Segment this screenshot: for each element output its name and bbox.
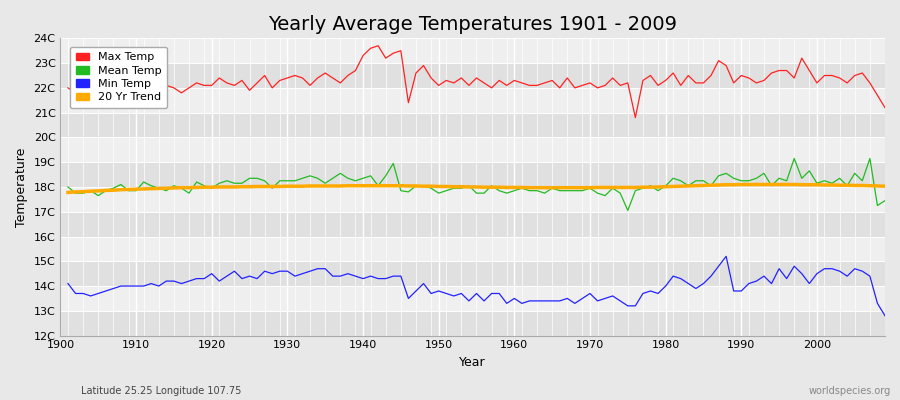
- Bar: [60, 113, 885, 138]
- Bar: [60, 212, 885, 236]
- Bar: [60, 236, 885, 261]
- Bar: [60, 138, 885, 162]
- Bar: [60, 63, 885, 88]
- Legend: Max Temp, Mean Temp, Min Temp, 20 Yr Trend: Max Temp, Mean Temp, Min Temp, 20 Yr Tre…: [70, 47, 167, 108]
- Bar: [60, 187, 885, 212]
- Bar: [60, 38, 885, 63]
- X-axis label: Year: Year: [459, 356, 486, 369]
- Bar: [60, 311, 885, 336]
- Y-axis label: Temperature: Temperature: [15, 147, 28, 227]
- Title: Yearly Average Temperatures 1901 - 2009: Yearly Average Temperatures 1901 - 2009: [268, 15, 677, 34]
- Text: Latitude 25.25 Longitude 107.75: Latitude 25.25 Longitude 107.75: [81, 386, 241, 396]
- Bar: [60, 261, 885, 286]
- Bar: [60, 88, 885, 113]
- Bar: [60, 162, 885, 187]
- Text: worldspecies.org: worldspecies.org: [809, 386, 891, 396]
- Bar: [60, 286, 885, 311]
